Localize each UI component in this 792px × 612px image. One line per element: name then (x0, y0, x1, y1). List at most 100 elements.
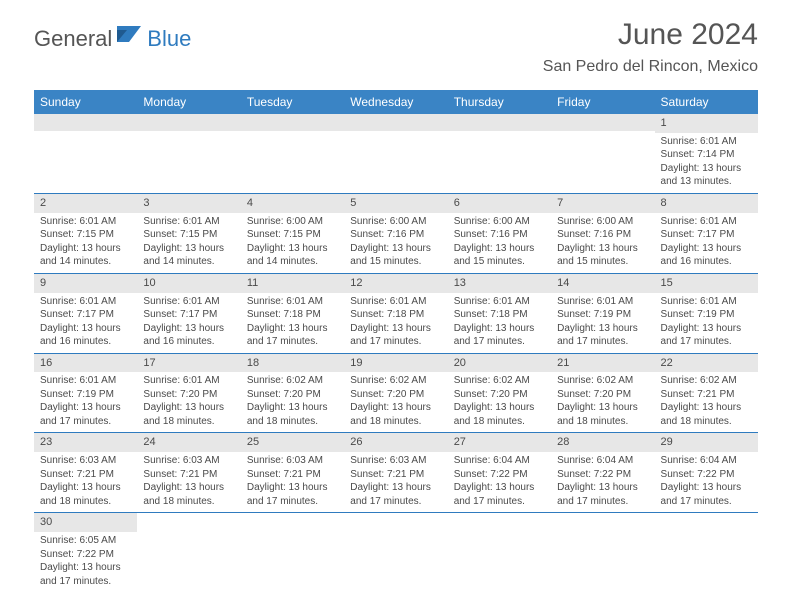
daylight-text: Daylight: 13 hours and 17 minutes. (661, 322, 752, 349)
calendar-cell (137, 513, 240, 592)
sunrise-text: Sunrise: 6:04 AM (661, 454, 752, 468)
sunset-text: Sunset: 7:19 PM (661, 308, 752, 322)
sunset-text: Sunset: 7:22 PM (661, 468, 752, 482)
day-content: Sunrise: 6:02 AMSunset: 7:20 PMDaylight:… (241, 372, 344, 432)
title-block: June 2024 San Pedro del Rincon, Mexico (543, 18, 758, 76)
calendar-cell (241, 513, 344, 592)
daylight-text: Daylight: 13 hours and 17 minutes. (247, 481, 338, 508)
brand-logo: General Blue (34, 24, 191, 54)
calendar-cell: 19Sunrise: 6:02 AMSunset: 7:20 PMDayligh… (344, 353, 447, 433)
day-header: Saturday (655, 90, 758, 114)
calendar-cell (34, 114, 137, 193)
calendar-cell: 13Sunrise: 6:01 AMSunset: 7:18 PMDayligh… (448, 273, 551, 353)
calendar-cell: 1Sunrise: 6:01 AMSunset: 7:14 PMDaylight… (655, 114, 758, 193)
sunrise-text: Sunrise: 6:01 AM (143, 374, 234, 388)
daylight-text: Daylight: 13 hours and 15 minutes. (454, 242, 545, 269)
sunset-text: Sunset: 7:21 PM (350, 468, 441, 482)
daylight-text: Daylight: 13 hours and 13 minutes. (661, 162, 752, 189)
day-number: 4 (241, 194, 344, 213)
brand-general: General (34, 26, 112, 52)
sunrise-text: Sunrise: 6:00 AM (454, 215, 545, 229)
daylight-text: Daylight: 13 hours and 17 minutes. (557, 322, 648, 349)
calendar-week-row: 16Sunrise: 6:01 AMSunset: 7:19 PMDayligh… (34, 353, 758, 433)
daylight-text: Daylight: 13 hours and 17 minutes. (661, 481, 752, 508)
day-number: 7 (551, 194, 654, 213)
sunrise-text: Sunrise: 6:03 AM (350, 454, 441, 468)
daylight-text: Daylight: 13 hours and 18 minutes. (350, 401, 441, 428)
sunrise-text: Sunrise: 6:00 AM (350, 215, 441, 229)
day-number: 13 (448, 274, 551, 293)
day-content: Sunrise: 6:01 AMSunset: 7:19 PMDaylight:… (551, 293, 654, 353)
daylight-text: Daylight: 13 hours and 15 minutes. (557, 242, 648, 269)
sunset-text: Sunset: 7:19 PM (557, 308, 648, 322)
day-content: Sunrise: 6:03 AMSunset: 7:21 PMDaylight:… (344, 452, 447, 512)
day-header-row: Sunday Monday Tuesday Wednesday Thursday… (34, 90, 758, 114)
day-content: Sunrise: 6:02 AMSunset: 7:20 PMDaylight:… (448, 372, 551, 432)
calendar-cell: 5Sunrise: 6:00 AMSunset: 7:16 PMDaylight… (344, 193, 447, 273)
calendar-cell: 16Sunrise: 6:01 AMSunset: 7:19 PMDayligh… (34, 353, 137, 433)
day-number: 30 (34, 513, 137, 532)
day-content: Sunrise: 6:03 AMSunset: 7:21 PMDaylight:… (137, 452, 240, 512)
calendar-cell: 11Sunrise: 6:01 AMSunset: 7:18 PMDayligh… (241, 273, 344, 353)
sunset-text: Sunset: 7:17 PM (143, 308, 234, 322)
sunset-text: Sunset: 7:21 PM (40, 468, 131, 482)
empty-day-bar (137, 114, 240, 131)
empty-day-bar (344, 114, 447, 131)
sunrise-text: Sunrise: 6:01 AM (143, 295, 234, 309)
day-content: Sunrise: 6:01 AMSunset: 7:15 PMDaylight:… (34, 213, 137, 273)
sunrise-text: Sunrise: 6:02 AM (661, 374, 752, 388)
sunset-text: Sunset: 7:20 PM (143, 388, 234, 402)
logo-flag-icon (117, 24, 145, 44)
sunset-text: Sunset: 7:19 PM (40, 388, 131, 402)
sunrise-text: Sunrise: 6:03 AM (40, 454, 131, 468)
location: San Pedro del Rincon, Mexico (543, 58, 758, 76)
calendar-cell: 9Sunrise: 6:01 AMSunset: 7:17 PMDaylight… (34, 273, 137, 353)
sunset-text: Sunset: 7:22 PM (40, 548, 131, 562)
sunrise-text: Sunrise: 6:01 AM (40, 374, 131, 388)
sunset-text: Sunset: 7:20 PM (350, 388, 441, 402)
sunrise-text: Sunrise: 6:02 AM (247, 374, 338, 388)
daylight-text: Daylight: 13 hours and 18 minutes. (557, 401, 648, 428)
day-number: 3 (137, 194, 240, 213)
sunset-text: Sunset: 7:20 PM (557, 388, 648, 402)
sunrise-text: Sunrise: 6:00 AM (247, 215, 338, 229)
sunrise-text: Sunrise: 6:01 AM (661, 135, 752, 149)
daylight-text: Daylight: 13 hours and 18 minutes. (247, 401, 338, 428)
calendar-table: Sunday Monday Tuesday Wednesday Thursday… (34, 90, 758, 592)
daylight-text: Daylight: 13 hours and 15 minutes. (350, 242, 441, 269)
daylight-text: Daylight: 13 hours and 18 minutes. (40, 481, 131, 508)
day-number: 19 (344, 354, 447, 373)
daylight-text: Daylight: 13 hours and 18 minutes. (661, 401, 752, 428)
calendar-cell (551, 513, 654, 592)
sunrise-text: Sunrise: 6:00 AM (557, 215, 648, 229)
sunset-text: Sunset: 7:20 PM (247, 388, 338, 402)
sunset-text: Sunset: 7:21 PM (247, 468, 338, 482)
header: General Blue June 2024 San Pedro del Rin… (0, 0, 792, 82)
day-number: 26 (344, 433, 447, 452)
sunrise-text: Sunrise: 6:01 AM (350, 295, 441, 309)
calendar-cell: 2Sunrise: 6:01 AMSunset: 7:15 PMDaylight… (34, 193, 137, 273)
sunset-text: Sunset: 7:14 PM (661, 148, 752, 162)
day-content: Sunrise: 6:04 AMSunset: 7:22 PMDaylight:… (655, 452, 758, 512)
sunset-text: Sunset: 7:16 PM (557, 228, 648, 242)
daylight-text: Daylight: 13 hours and 17 minutes. (557, 481, 648, 508)
calendar-cell: 24Sunrise: 6:03 AMSunset: 7:21 PMDayligh… (137, 433, 240, 513)
calendar-cell (344, 114, 447, 193)
day-content: Sunrise: 6:01 AMSunset: 7:18 PMDaylight:… (344, 293, 447, 353)
day-content: Sunrise: 6:03 AMSunset: 7:21 PMDaylight:… (34, 452, 137, 512)
sunset-text: Sunset: 7:15 PM (143, 228, 234, 242)
day-header: Monday (137, 90, 240, 114)
day-header: Sunday (34, 90, 137, 114)
day-number: 25 (241, 433, 344, 452)
day-content: Sunrise: 6:01 AMSunset: 7:17 PMDaylight:… (137, 293, 240, 353)
sunrise-text: Sunrise: 6:02 AM (557, 374, 648, 388)
day-content: Sunrise: 6:01 AMSunset: 7:20 PMDaylight:… (137, 372, 240, 432)
day-header: Tuesday (241, 90, 344, 114)
daylight-text: Daylight: 13 hours and 18 minutes. (143, 401, 234, 428)
sunrise-text: Sunrise: 6:01 AM (40, 295, 131, 309)
calendar-cell: 6Sunrise: 6:00 AMSunset: 7:16 PMDaylight… (448, 193, 551, 273)
day-number: 5 (344, 194, 447, 213)
sunrise-text: Sunrise: 6:04 AM (557, 454, 648, 468)
day-content: Sunrise: 6:04 AMSunset: 7:22 PMDaylight:… (551, 452, 654, 512)
day-content: Sunrise: 6:03 AMSunset: 7:21 PMDaylight:… (241, 452, 344, 512)
